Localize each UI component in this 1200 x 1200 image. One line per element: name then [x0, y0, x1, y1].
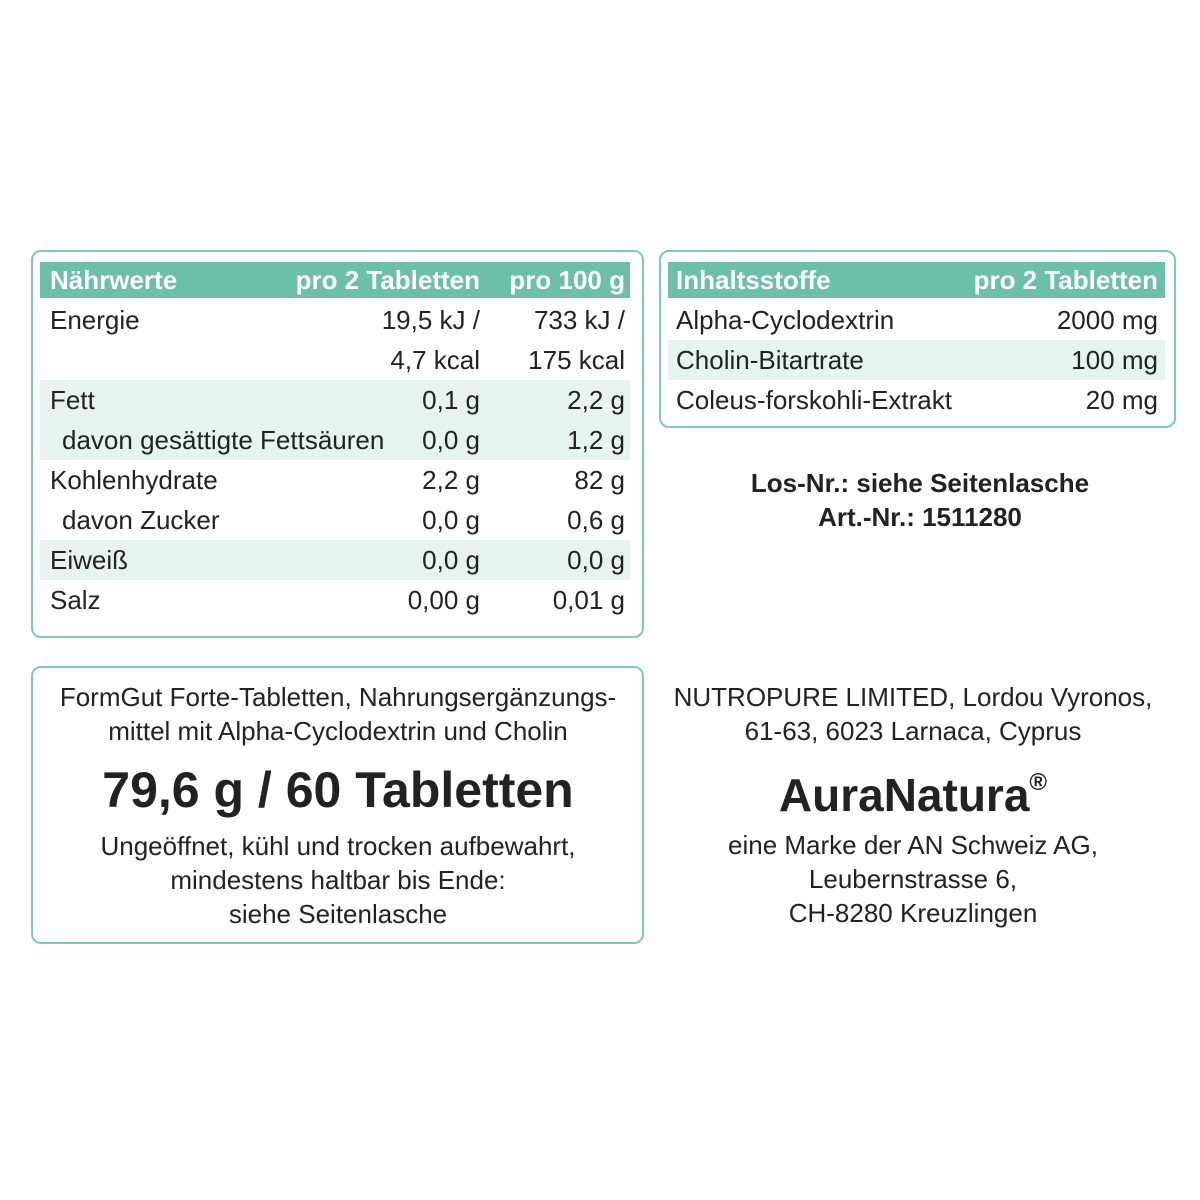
cell: 733 kJ /: [533, 305, 625, 335]
header-cell: pro 2 Tabletten: [973, 265, 1158, 295]
product-box: [31, 666, 644, 944]
row-label: Eiweiß: [50, 545, 129, 575]
address-line: 61-63, 6023 Larnaca, Cyprus: [744, 716, 1082, 746]
header-cell: pro 100 g: [509, 265, 625, 295]
cell: 100 mg: [1071, 345, 1158, 375]
cell: 2,2 g: [422, 465, 480, 495]
cell: 0,0 g: [567, 545, 625, 575]
quantity: 79,6 g / 60 Tabletten: [102, 762, 574, 818]
batch-line: Los-Nr.: siehe Seitenlasche: [750, 468, 1090, 498]
cell: 0,01 g: [552, 585, 625, 615]
row-label: Cholin-Bitartrate: [676, 345, 864, 375]
nutrition-box: [31, 250, 644, 638]
storage-line: Ungeöffnet, kühl und trocken aufbewahrt,: [100, 831, 576, 861]
brand-name: AuraNatura: [778, 769, 1030, 821]
row-shade: [40, 420, 630, 460]
owner-line: Leubernstrasse 6,: [808, 864, 1018, 894]
cell: 0,1 g: [422, 385, 480, 415]
row-label: Energie: [50, 305, 140, 335]
description-line: mittel mit Alpha-Cyclodextrin und Cholin: [108, 716, 568, 746]
cell: 0,0 g: [422, 425, 480, 455]
row-label: davon gesättigte Fettsäuren: [62, 425, 385, 455]
row-label: Alpha-Cyclodextrin: [676, 305, 895, 335]
header-cell: Nährwerte: [50, 265, 178, 295]
cell: 4,7 kcal: [390, 345, 480, 375]
storage-line: siehe Seitenlasche: [228, 899, 448, 929]
cell: 2000 mg: [1056, 305, 1158, 335]
header-cell: pro 2 Tabletten: [295, 265, 480, 295]
cell: 0,00 g: [407, 585, 480, 615]
cell: 175 kcal: [528, 345, 625, 375]
row-label: Coleus-forskohli-Extrakt: [676, 385, 952, 415]
brand: AuraNatura®: [653, 768, 1173, 822]
description-line: FormGut Forte-Tabletten, Nahrungsergänzu…: [59, 682, 617, 712]
row-shade: [40, 540, 630, 580]
cell: 82 g: [574, 465, 625, 495]
cell: 0,0 g: [422, 545, 480, 575]
cell: 20 mg: [1085, 385, 1158, 415]
address-line: NUTROPURE LIMITED, Lordou Vyronos,: [673, 682, 1153, 712]
nutrition-header-band: [40, 262, 630, 298]
row-label: Fett: [50, 385, 95, 415]
cell: 2,2 g: [567, 385, 625, 415]
cell: 1,2 g: [567, 425, 625, 455]
header-cell: Inhaltsstoffe: [676, 265, 831, 295]
row-label: davon Zucker: [62, 505, 220, 535]
batch-line: Art.-Nr.: 1511280: [818, 502, 1022, 532]
row-shade: [40, 380, 630, 420]
owner-line: CH-8280 Kreuzlingen: [788, 898, 1038, 928]
cell: 0,0 g: [422, 505, 480, 535]
row-label: Salz: [50, 585, 101, 615]
brand-mark: ®: [1029, 769, 1048, 796]
cell: 0,6 g: [567, 505, 625, 535]
row-label: Kohlenhydrate: [50, 465, 218, 495]
owner-line: eine Marke der AN Schweiz AG,: [728, 830, 1098, 860]
ingredients-box: [659, 250, 1176, 428]
row-shade: [668, 340, 1165, 380]
storage-line: mindestens haltbar bis Ende:: [170, 865, 506, 895]
cell: 19,5 kJ /: [381, 305, 480, 335]
ingredients-header-band: [668, 262, 1165, 298]
